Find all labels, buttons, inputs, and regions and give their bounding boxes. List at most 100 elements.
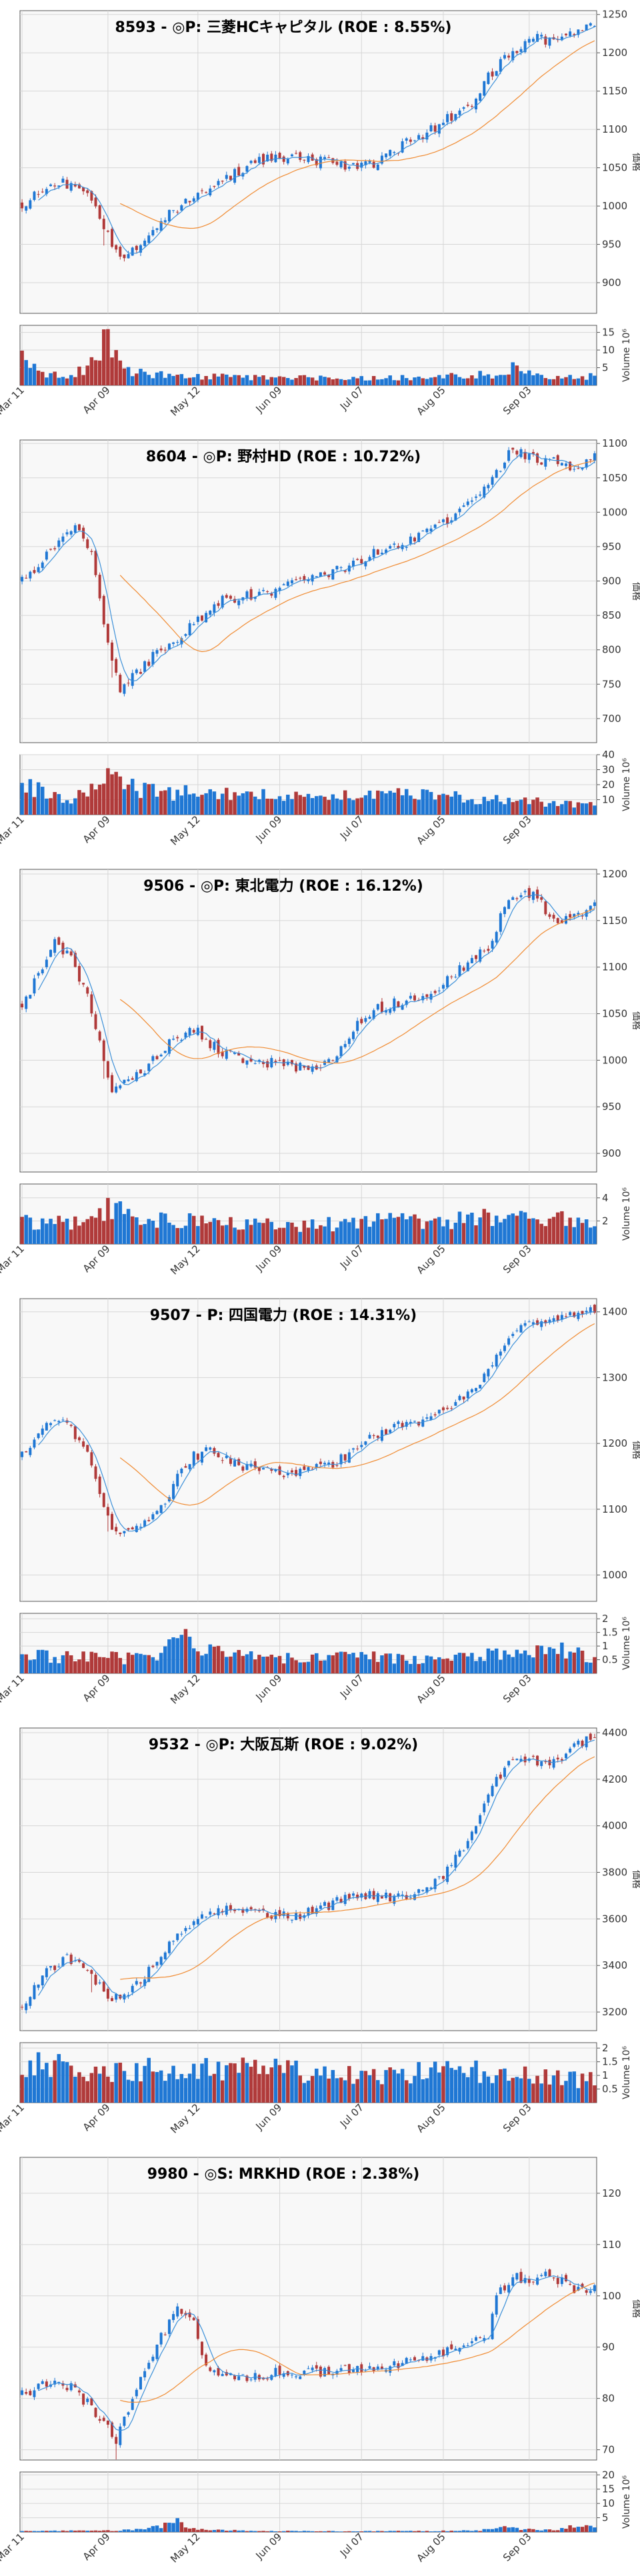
- volume-bar: [122, 2071, 127, 2103]
- volume-bar: [580, 803, 585, 815]
- candle-body: [523, 1756, 527, 1763]
- candle-body: [491, 477, 494, 485]
- volume-bar: [196, 797, 200, 815]
- candle-body: [94, 1975, 97, 1985]
- volume-bar: [535, 373, 539, 385]
- volume-bar: [32, 2531, 37, 2532]
- volume-bar: [286, 1653, 290, 1673]
- price-axis-label: 価格: [631, 2299, 640, 2318]
- candle-body: [37, 1984, 40, 1988]
- volume-bar: [384, 1653, 388, 1673]
- volume-bar: [507, 1215, 511, 1244]
- x-tick-label: Sep 03: [501, 813, 534, 847]
- candle-body: [511, 897, 515, 900]
- volume-bar: [253, 1218, 257, 1244]
- x-tick-label: Jul 07: [337, 384, 366, 413]
- x-tick-label: Aug 05: [414, 813, 447, 847]
- candle-body: [491, 1365, 494, 1367]
- volume-bar: [81, 792, 85, 815]
- candle-body: [303, 576, 306, 581]
- candle-body: [441, 519, 445, 523]
- volume-bar: [253, 2059, 257, 2103]
- volume-bar: [85, 1219, 89, 1244]
- candle-body: [57, 1421, 61, 1423]
- volume-bar: [392, 2069, 397, 2103]
- volume-bar: [433, 1659, 437, 1673]
- candle-body: [527, 39, 531, 43]
- volume-tick-label: 10: [602, 344, 615, 356]
- volume-bar: [409, 1216, 413, 1244]
- volume-bar: [441, 1659, 445, 1673]
- volume-bar: [551, 379, 556, 385]
- volume-bar: [519, 799, 523, 815]
- candle-body: [335, 161, 339, 165]
- candle-body: [507, 55, 511, 58]
- volume-bar: [580, 2073, 585, 2103]
- candle-body: [37, 973, 40, 976]
- volume-bar: [220, 373, 225, 385]
- candle-body: [560, 1315, 563, 1320]
- volume-bar: [531, 1218, 535, 1244]
- candle-body: [188, 2312, 191, 2317]
- price-tick-label: 120: [602, 2187, 621, 2199]
- candle-body: [299, 1469, 302, 1477]
- candle-body: [475, 955, 478, 959]
- candle-body: [413, 537, 416, 542]
- volume-bar: [560, 378, 564, 385]
- volume-bar: [327, 377, 331, 385]
- volume-bar: [24, 1654, 28, 1673]
- volume-bar: [499, 375, 503, 385]
- volume-bar: [241, 1655, 245, 1673]
- candle-body: [560, 920, 563, 924]
- candle-body: [98, 1031, 101, 1041]
- candle-body: [57, 2381, 61, 2383]
- volume-bar: [73, 2077, 77, 2103]
- candle-body: [401, 1423, 404, 1428]
- candle-body: [536, 453, 539, 463]
- volume-bar: [281, 2531, 286, 2532]
- volume-bar: [49, 2531, 53, 2532]
- candle-body: [102, 1981, 105, 1992]
- volume-bar: [429, 2531, 433, 2532]
- volume-bar: [196, 2529, 200, 2532]
- volume-bar: [388, 2067, 392, 2103]
- volume-bar: [465, 378, 470, 385]
- candle-body: [380, 2366, 383, 2369]
- candle-body: [21, 577, 24, 582]
- x-tick-label: Sep 03: [501, 384, 534, 417]
- volume-bar: [310, 1654, 315, 1673]
- candle-body: [196, 1027, 199, 1035]
- volume-bar: [147, 2527, 151, 2532]
- volume-tick-label: 30: [602, 764, 615, 776]
- candle-body: [507, 900, 511, 909]
- volume-bar: [433, 377, 437, 385]
- candle-body: [425, 994, 429, 997]
- candle-body: [462, 1396, 465, 1400]
- volume-bar: [102, 783, 106, 815]
- volume-bar: [499, 801, 503, 815]
- volume-bar: [310, 377, 315, 385]
- volume-bar: [478, 371, 482, 385]
- candle-body: [380, 1001, 383, 1013]
- volume-bar: [245, 791, 249, 815]
- candle-body: [295, 1063, 298, 1072]
- volume-bar: [388, 375, 392, 385]
- candle-body: [159, 221, 163, 231]
- volume-bar: [139, 2529, 143, 2532]
- volume-bar: [535, 2530, 539, 2532]
- volume-bar: [237, 795, 241, 815]
- candle-body: [77, 1960, 81, 1962]
- candle-body: [479, 494, 482, 496]
- volume-bar: [273, 1229, 278, 1244]
- candle-body: [487, 72, 490, 85]
- candle-body: [331, 569, 335, 580]
- volume-bar: [65, 2062, 69, 2103]
- volume-bar: [204, 793, 208, 815]
- volume-bar: [245, 1654, 249, 1673]
- candle-body: [380, 553, 383, 555]
- volume-bar: [81, 2530, 85, 2532]
- volume-bar: [437, 375, 441, 385]
- candle-body: [82, 187, 85, 191]
- volume-bar: [225, 2065, 229, 2103]
